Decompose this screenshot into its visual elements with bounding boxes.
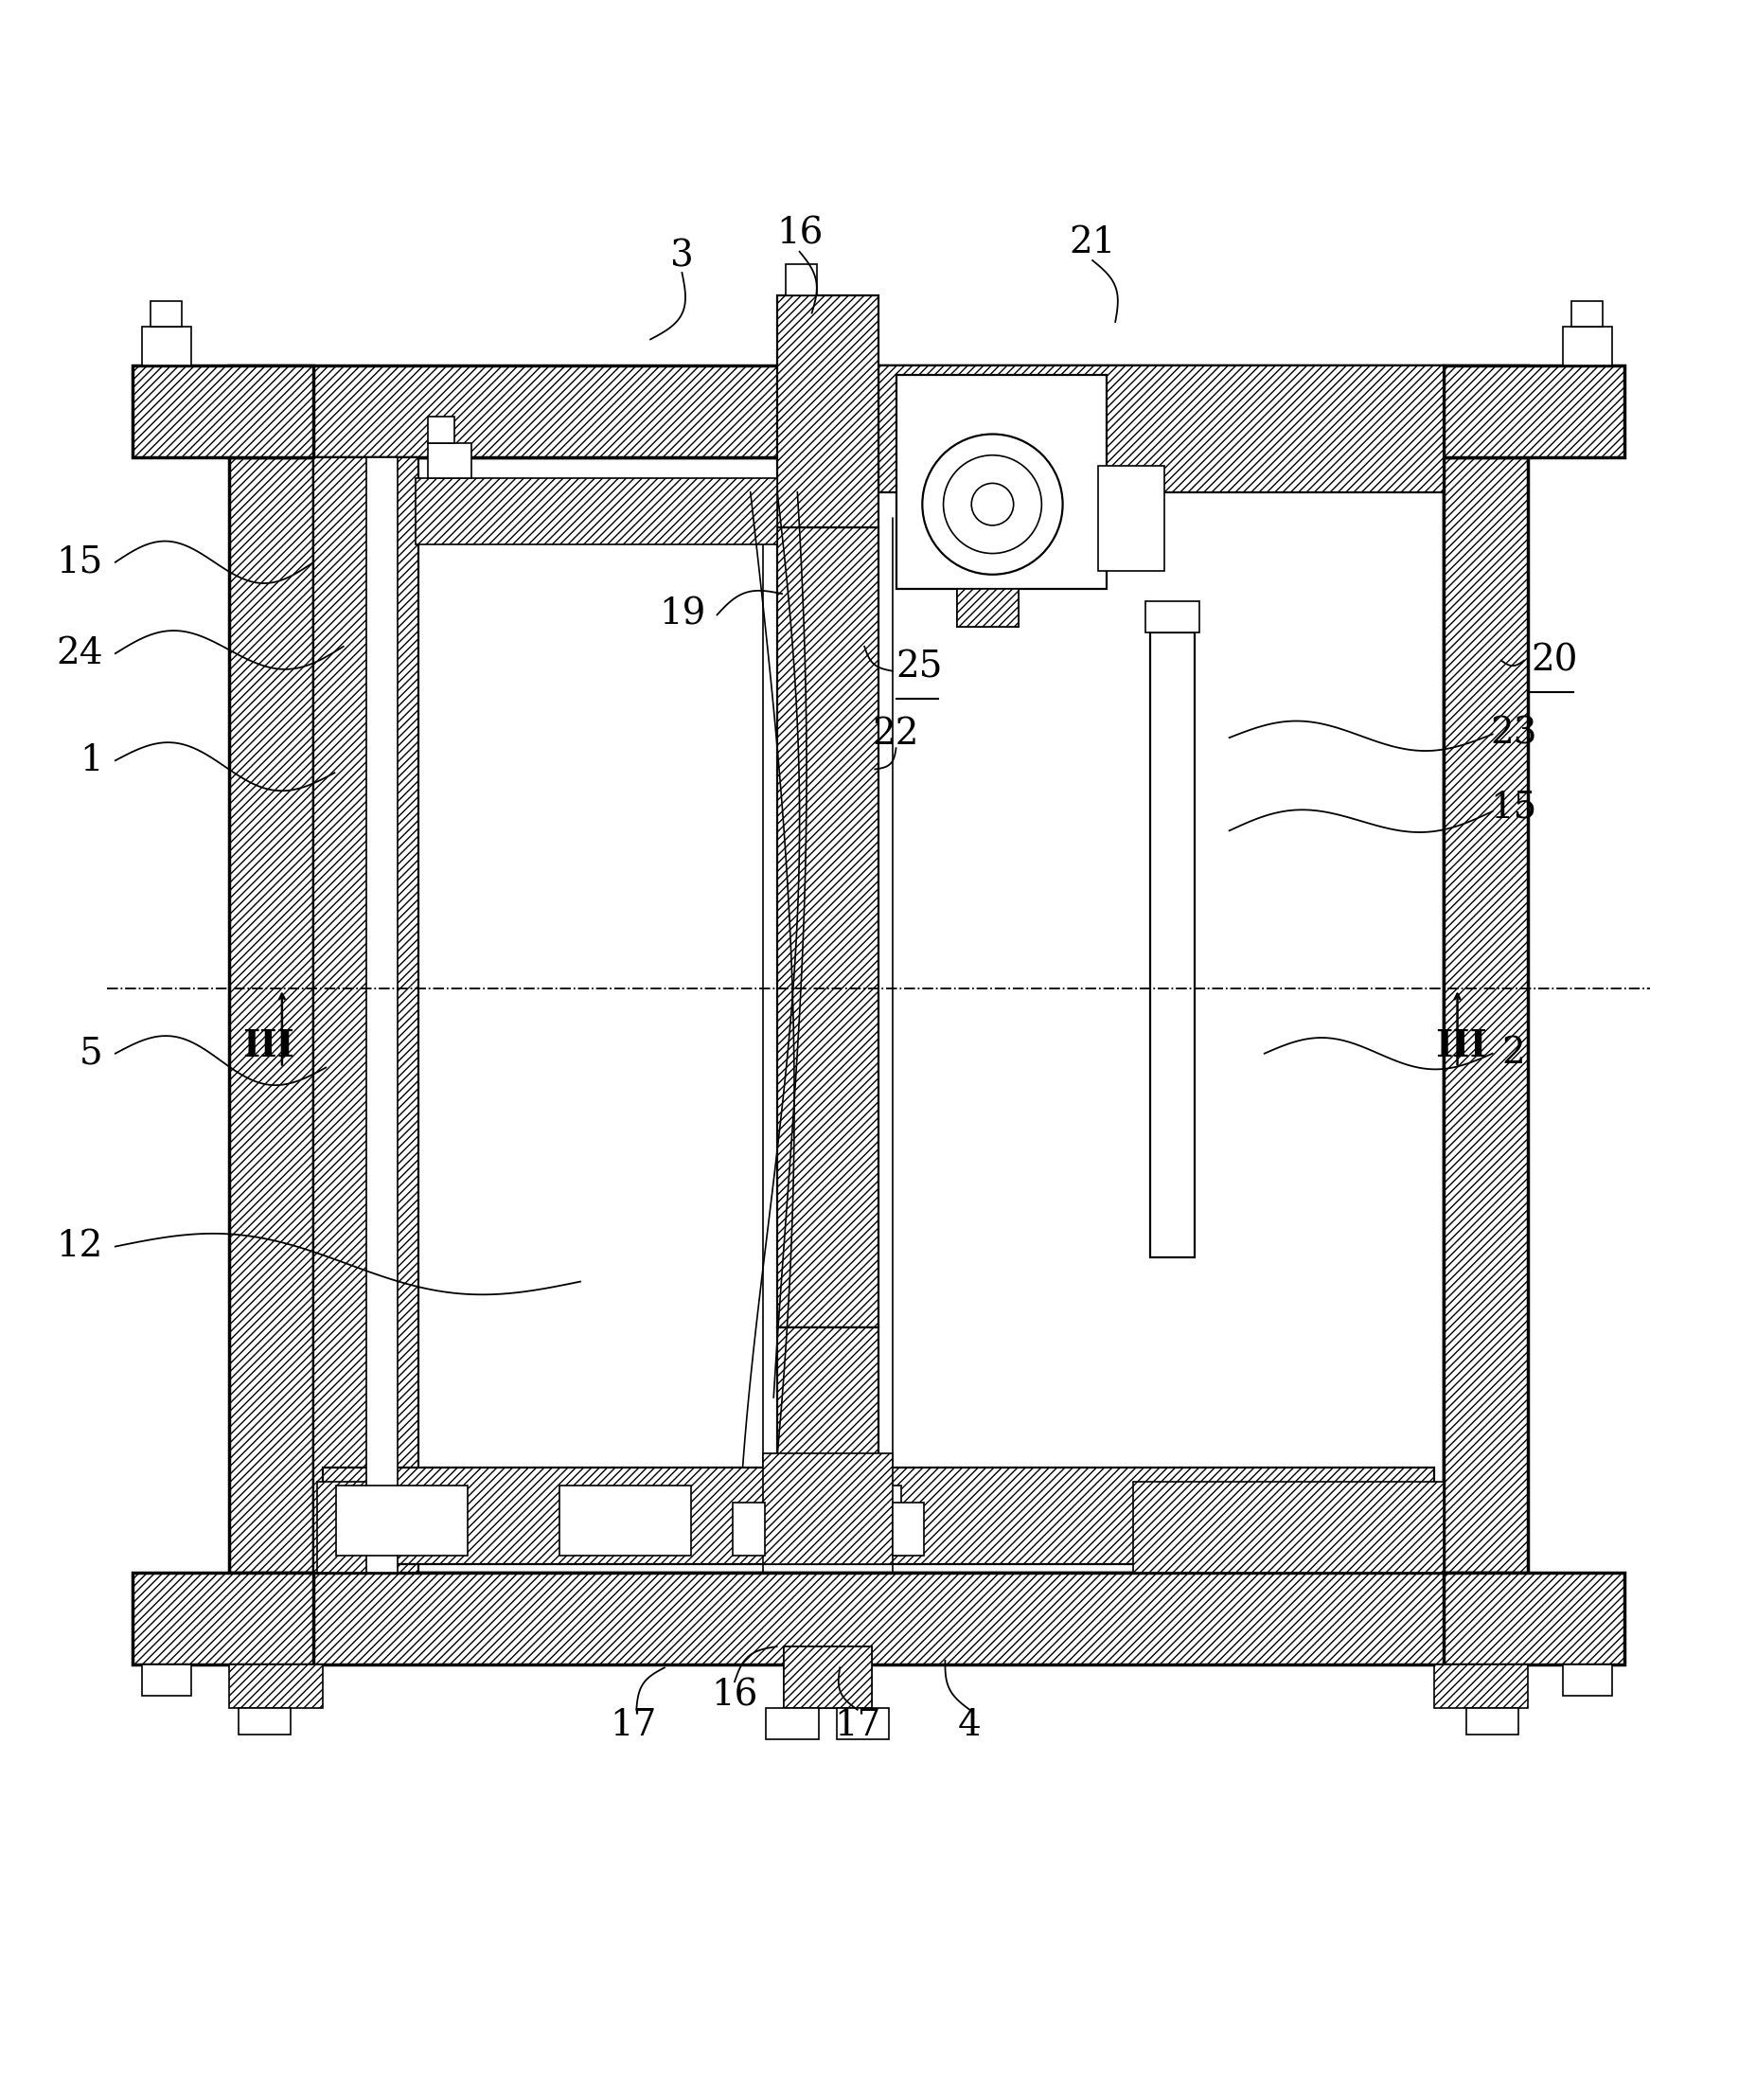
Bar xyxy=(1133,1483,1443,1573)
Bar xyxy=(1098,466,1164,571)
Bar xyxy=(878,365,1443,491)
Text: 17: 17 xyxy=(609,1707,657,1743)
Bar xyxy=(313,458,418,1573)
Text: 22: 22 xyxy=(873,716,918,752)
Bar xyxy=(836,1707,889,1739)
Text: III: III xyxy=(242,1029,293,1065)
Text: 16: 16 xyxy=(711,1678,757,1714)
Bar xyxy=(239,1707,291,1735)
Text: 5: 5 xyxy=(79,1035,104,1071)
Bar xyxy=(230,458,313,1573)
Bar xyxy=(1561,1663,1610,1695)
Text: 20: 20 xyxy=(1529,643,1577,678)
Bar xyxy=(957,588,1018,628)
Bar xyxy=(785,265,817,296)
Bar xyxy=(776,296,878,527)
Bar xyxy=(321,1468,1435,1564)
Text: 16: 16 xyxy=(776,216,822,252)
Bar xyxy=(776,1327,878,1504)
Bar xyxy=(762,1453,892,1564)
Bar xyxy=(558,1485,690,1556)
Text: 4: 4 xyxy=(957,1707,982,1743)
Bar xyxy=(783,1646,871,1707)
Bar xyxy=(133,365,313,458)
Bar xyxy=(230,1573,1526,1663)
Text: 12: 12 xyxy=(56,1228,104,1264)
Text: 1: 1 xyxy=(79,743,104,777)
Text: 3: 3 xyxy=(671,239,694,275)
Bar xyxy=(230,365,1526,458)
Bar xyxy=(365,458,397,1573)
Bar xyxy=(1443,365,1623,458)
Text: 25: 25 xyxy=(896,651,943,685)
Bar xyxy=(230,1663,321,1707)
Bar xyxy=(783,1646,871,1707)
Bar xyxy=(766,1707,818,1739)
Bar xyxy=(896,374,1106,588)
Bar xyxy=(1465,1707,1517,1735)
Text: 23: 23 xyxy=(1489,716,1536,752)
Bar xyxy=(957,588,1018,628)
Bar xyxy=(427,443,471,479)
Text: 21: 21 xyxy=(1069,225,1115,260)
Bar xyxy=(316,1483,393,1573)
Text: 15: 15 xyxy=(1489,790,1536,825)
Bar xyxy=(151,300,183,328)
Bar xyxy=(1443,1573,1623,1663)
Bar xyxy=(892,1504,924,1556)
Bar xyxy=(427,416,453,443)
Bar xyxy=(313,458,1443,1573)
Bar xyxy=(1435,1663,1526,1707)
Text: 2: 2 xyxy=(1501,1035,1524,1071)
Bar xyxy=(1570,300,1601,328)
Bar xyxy=(769,1485,901,1556)
Bar xyxy=(776,527,878,1327)
Text: III: III xyxy=(1435,1029,1486,1065)
Bar xyxy=(1150,632,1194,1258)
Text: 19: 19 xyxy=(658,596,704,632)
Text: 15: 15 xyxy=(56,544,104,580)
Bar xyxy=(414,479,776,544)
Bar xyxy=(1443,458,1526,1573)
Bar xyxy=(133,1573,313,1663)
Bar xyxy=(1561,328,1610,365)
Bar xyxy=(732,1504,764,1556)
Bar xyxy=(1145,601,1199,632)
Text: 17: 17 xyxy=(834,1707,880,1743)
Bar xyxy=(142,1663,191,1695)
Text: 24: 24 xyxy=(56,636,104,672)
Bar xyxy=(335,1485,467,1556)
Bar xyxy=(142,328,191,365)
